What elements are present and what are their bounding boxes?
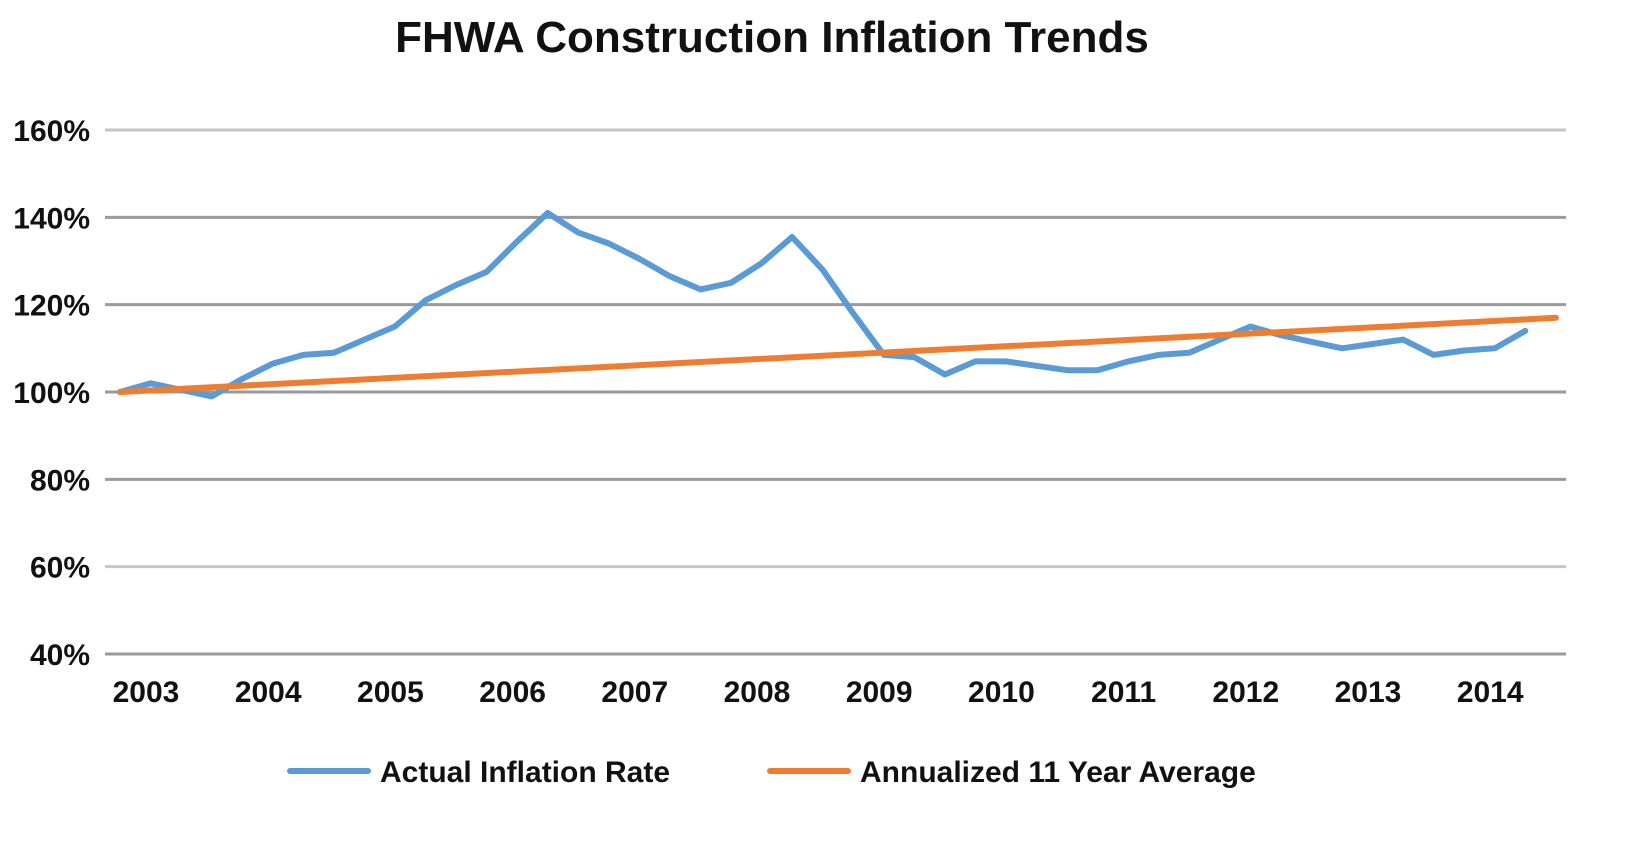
- series-line-actual-inflation-rate: [117, 210, 1529, 400]
- y-tick-label: 80%: [30, 464, 90, 497]
- chart-title: FHWA Construction Inflation Trends: [395, 13, 1149, 62]
- y-tick-label: 100%: [13, 377, 90, 410]
- x-tick-label: 2010: [968, 676, 1035, 709]
- legend-label: Annualized 11 Year Average: [860, 756, 1256, 789]
- x-tick-label: 2013: [1335, 676, 1402, 709]
- x-tick-label: 2006: [479, 676, 546, 709]
- x-tick-label: 2003: [113, 676, 180, 709]
- series-layer: [117, 210, 1559, 400]
- x-tick-label: 2014: [1457, 676, 1524, 709]
- x-tick-label: 2004: [235, 676, 302, 709]
- y-tick-label: 160%: [13, 115, 90, 148]
- x-tick-label: 2012: [1212, 676, 1279, 709]
- x-tick-label: 2007: [601, 676, 668, 709]
- legend-item: Actual Inflation Rate: [287, 756, 670, 789]
- legend-item: Annualized 11 Year Average: [767, 756, 1256, 789]
- legend-label: Actual Inflation Rate: [380, 756, 670, 789]
- grid: [105, 128, 1566, 656]
- x-tick-label: 2008: [724, 676, 791, 709]
- x-tick-label: 2011: [1091, 676, 1156, 709]
- x-axis-tick-labels: 2003 2004 2005 2006 2007 2008 2009 2010 2011 2012…: [113, 676, 1524, 709]
- y-tick-label: 60%: [30, 552, 90, 585]
- y-tick-label: 140%: [13, 202, 90, 235]
- y-axis-tick-labels: 40% 60% 80% 100% 120% 140% 160%: [13, 115, 90, 672]
- y-tick-label: 40%: [30, 639, 90, 672]
- x-tick-label: 2009: [846, 676, 913, 709]
- legend: Actual Inflation Rate Annualized 11 Year …: [287, 756, 1256, 789]
- x-tick-label: 2005: [357, 676, 424, 709]
- y-tick-label: 120%: [13, 290, 90, 323]
- series-line-annualized-average: [117, 314, 1559, 395]
